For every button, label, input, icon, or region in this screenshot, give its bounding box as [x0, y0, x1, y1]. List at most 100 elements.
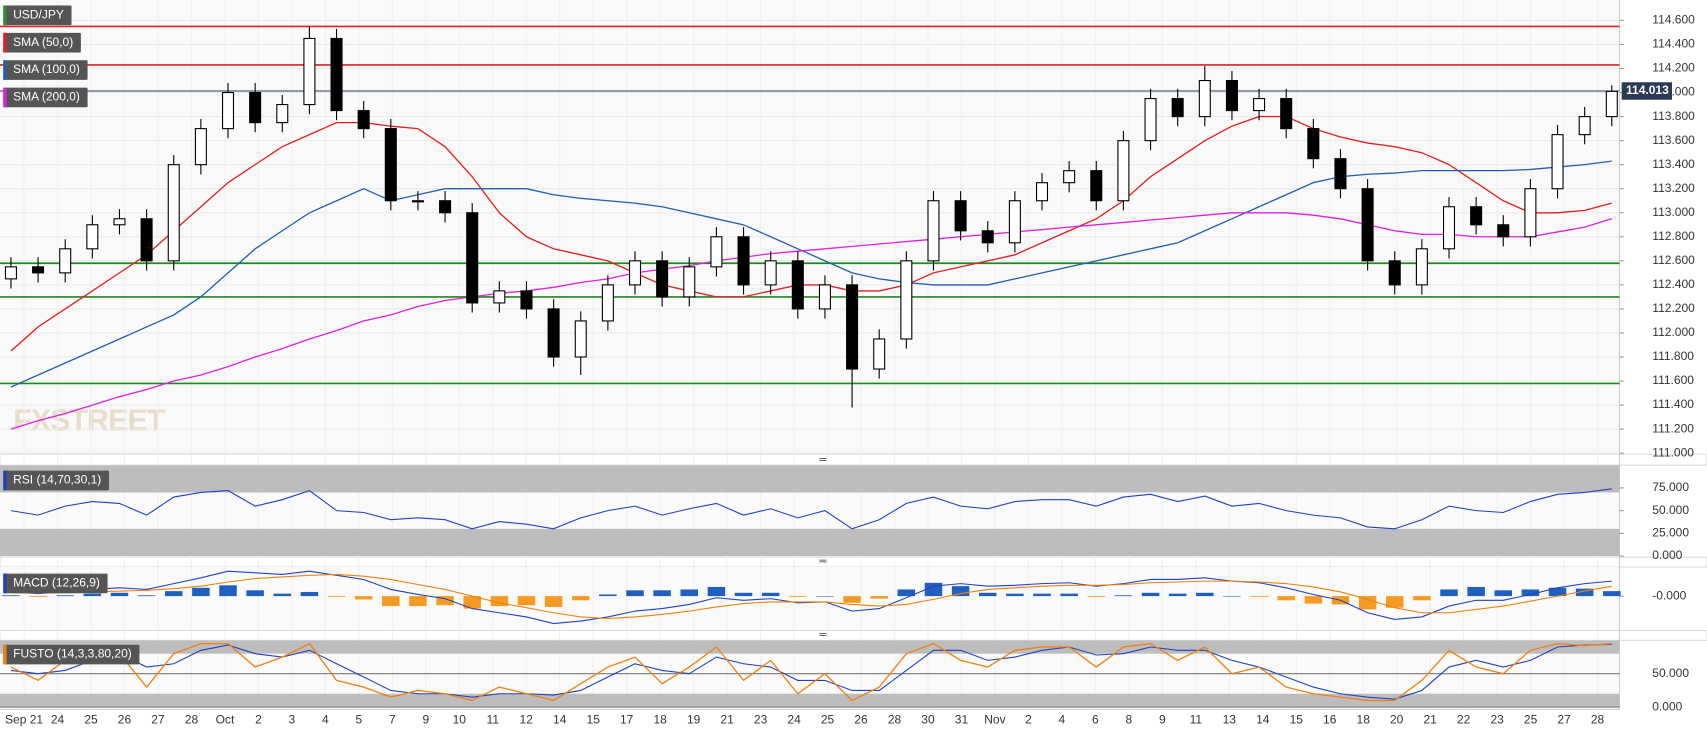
candle-body — [1171, 98, 1184, 118]
x-tick-label: 19 — [687, 712, 701, 726]
indicator-tag[interactable] — [3, 5, 72, 26]
macd-histogram-bar — [1277, 596, 1295, 601]
x-tick-label: 18 — [1357, 712, 1371, 726]
x-tick-label: Sep 21 — [5, 712, 43, 726]
macd-histogram-bar — [734, 592, 753, 597]
macd-histogram-bar — [571, 596, 590, 601]
candle-body — [846, 284, 859, 370]
y-tick-label: 113.400 — [1652, 157, 1695, 171]
macd-histogram-bar — [978, 592, 997, 597]
pane-splitter[interactable] — [0, 453, 1707, 466]
y-tick-label: 113.200 — [1652, 181, 1695, 195]
y-tick-label: 112.600 — [1652, 253, 1695, 267]
tag-stripe — [3, 60, 7, 80]
x-tick-label: 9 — [1159, 712, 1166, 726]
macd-histogram-bar — [192, 587, 210, 597]
candle-body — [1442, 206, 1456, 250]
x-tick-label: 11 — [1190, 712, 1203, 726]
candle-body — [1035, 182, 1049, 202]
y-tick-label: 112.800 — [1652, 229, 1695, 243]
x-tick-label: 10 — [453, 712, 467, 726]
macd-histogram-bar — [1196, 592, 1214, 597]
indicator-tag[interactable] — [3, 32, 81, 53]
x-tick-label: 15 — [587, 712, 601, 726]
macd-histogram-bar — [1114, 595, 1133, 597]
macd-histogram-bar — [1358, 596, 1377, 610]
pane-splitter[interactable] — [0, 556, 1707, 568]
x-tick-label: 21 — [720, 712, 734, 726]
candle-body — [59, 248, 72, 274]
macd-pane — [0, 567, 1620, 631]
x-tick-label: 28 — [1591, 712, 1605, 726]
x-tick-label: 12 — [520, 712, 534, 726]
y-tick-label: 113.000 — [1652, 205, 1695, 219]
candle-body — [1551, 134, 1564, 190]
macd-histogram-bar — [1033, 593, 1051, 597]
x-tick-label: 11 — [487, 712, 500, 726]
macd-histogram-bar — [897, 589, 916, 597]
pane-splitter[interactable] — [0, 629, 1707, 641]
x-tick-label: 23 — [754, 712, 768, 726]
indicator-label: MACD (12,26,9) — [13, 576, 100, 590]
indicator-tag[interactable] — [3, 470, 109, 491]
candle-body — [167, 164, 180, 262]
x-tick-label: 15 — [1290, 712, 1304, 726]
rsi-line — [10, 488, 1612, 530]
macd-histogram-bar — [2, 595, 20, 597]
stoch-k-line — [10, 642, 1612, 702]
macd-histogram-bar — [327, 596, 346, 597]
x-tick-label: 3 — [289, 712, 296, 726]
macd-histogram-bar — [1087, 596, 1106, 597]
indicator-tag[interactable] — [3, 573, 108, 594]
candle-body — [520, 290, 533, 310]
candle-body — [900, 260, 913, 340]
candle-body — [954, 200, 967, 232]
candle-body — [1253, 98, 1266, 112]
candle-body — [737, 236, 750, 286]
y-tick-label: 111.800 — [1652, 349, 1694, 363]
splitter-grip: ═ — [818, 454, 827, 465]
x-tick-label: 13 — [1223, 712, 1237, 726]
sma-line — [10, 212, 1612, 430]
macd-histogram-bar — [707, 586, 726, 597]
macd-histogram-bar — [951, 586, 970, 597]
macd-histogram-bar — [1413, 596, 1431, 601]
y-tick-label: 50.000 — [1652, 666, 1689, 680]
indicator-tag[interactable] — [3, 87, 88, 108]
y-tick-label: 113.600 — [1652, 133, 1695, 147]
x-tick-label: 21 — [1423, 712, 1437, 726]
indicator-tag[interactable] — [3, 644, 140, 665]
last-price-box — [1621, 82, 1672, 100]
x-tick-label: 31 — [955, 712, 969, 726]
candle-body — [411, 200, 424, 203]
macd-histogram-bar — [219, 585, 237, 597]
x-tick-label: 22 — [1457, 712, 1471, 726]
x-tick-label: 8 — [1126, 712, 1133, 726]
macd-histogram-bar — [1141, 592, 1160, 597]
macd-histogram-bar — [789, 596, 807, 597]
candle-body — [1117, 140, 1130, 202]
macd-histogram-bar — [870, 596, 888, 599]
indicator-tag[interactable] — [3, 60, 88, 80]
candle-body — [764, 260, 777, 286]
candle-body — [1497, 224, 1510, 238]
macd-histogram-bar — [1304, 596, 1323, 604]
candle-body — [873, 338, 886, 370]
splitter-grip: ═ — [818, 556, 827, 567]
candle-body — [466, 212, 479, 304]
macd-histogram-bar — [517, 596, 536, 606]
y-tick-label: 112.000 — [1652, 325, 1695, 339]
candle-body — [194, 128, 207, 166]
candle-body — [1090, 170, 1103, 202]
macd-histogram-bar — [1494, 590, 1513, 597]
candle-body — [574, 320, 587, 358]
y-tick-label: -0.000 — [1652, 588, 1686, 602]
candle-body — [1415, 248, 1428, 286]
candle-body — [221, 92, 235, 130]
tag-stripe — [3, 470, 7, 491]
candle-body — [113, 218, 126, 226]
watermark: FXSTREET — [13, 404, 166, 438]
x-tick-label: 17 — [620, 712, 634, 726]
x-tick-label: 16 — [1323, 712, 1337, 726]
